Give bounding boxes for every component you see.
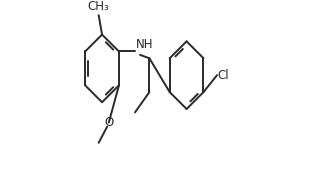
Text: O: O (104, 116, 113, 129)
Text: NH: NH (136, 38, 153, 51)
Text: Cl: Cl (218, 69, 230, 82)
Text: CH₃: CH₃ (88, 1, 110, 14)
